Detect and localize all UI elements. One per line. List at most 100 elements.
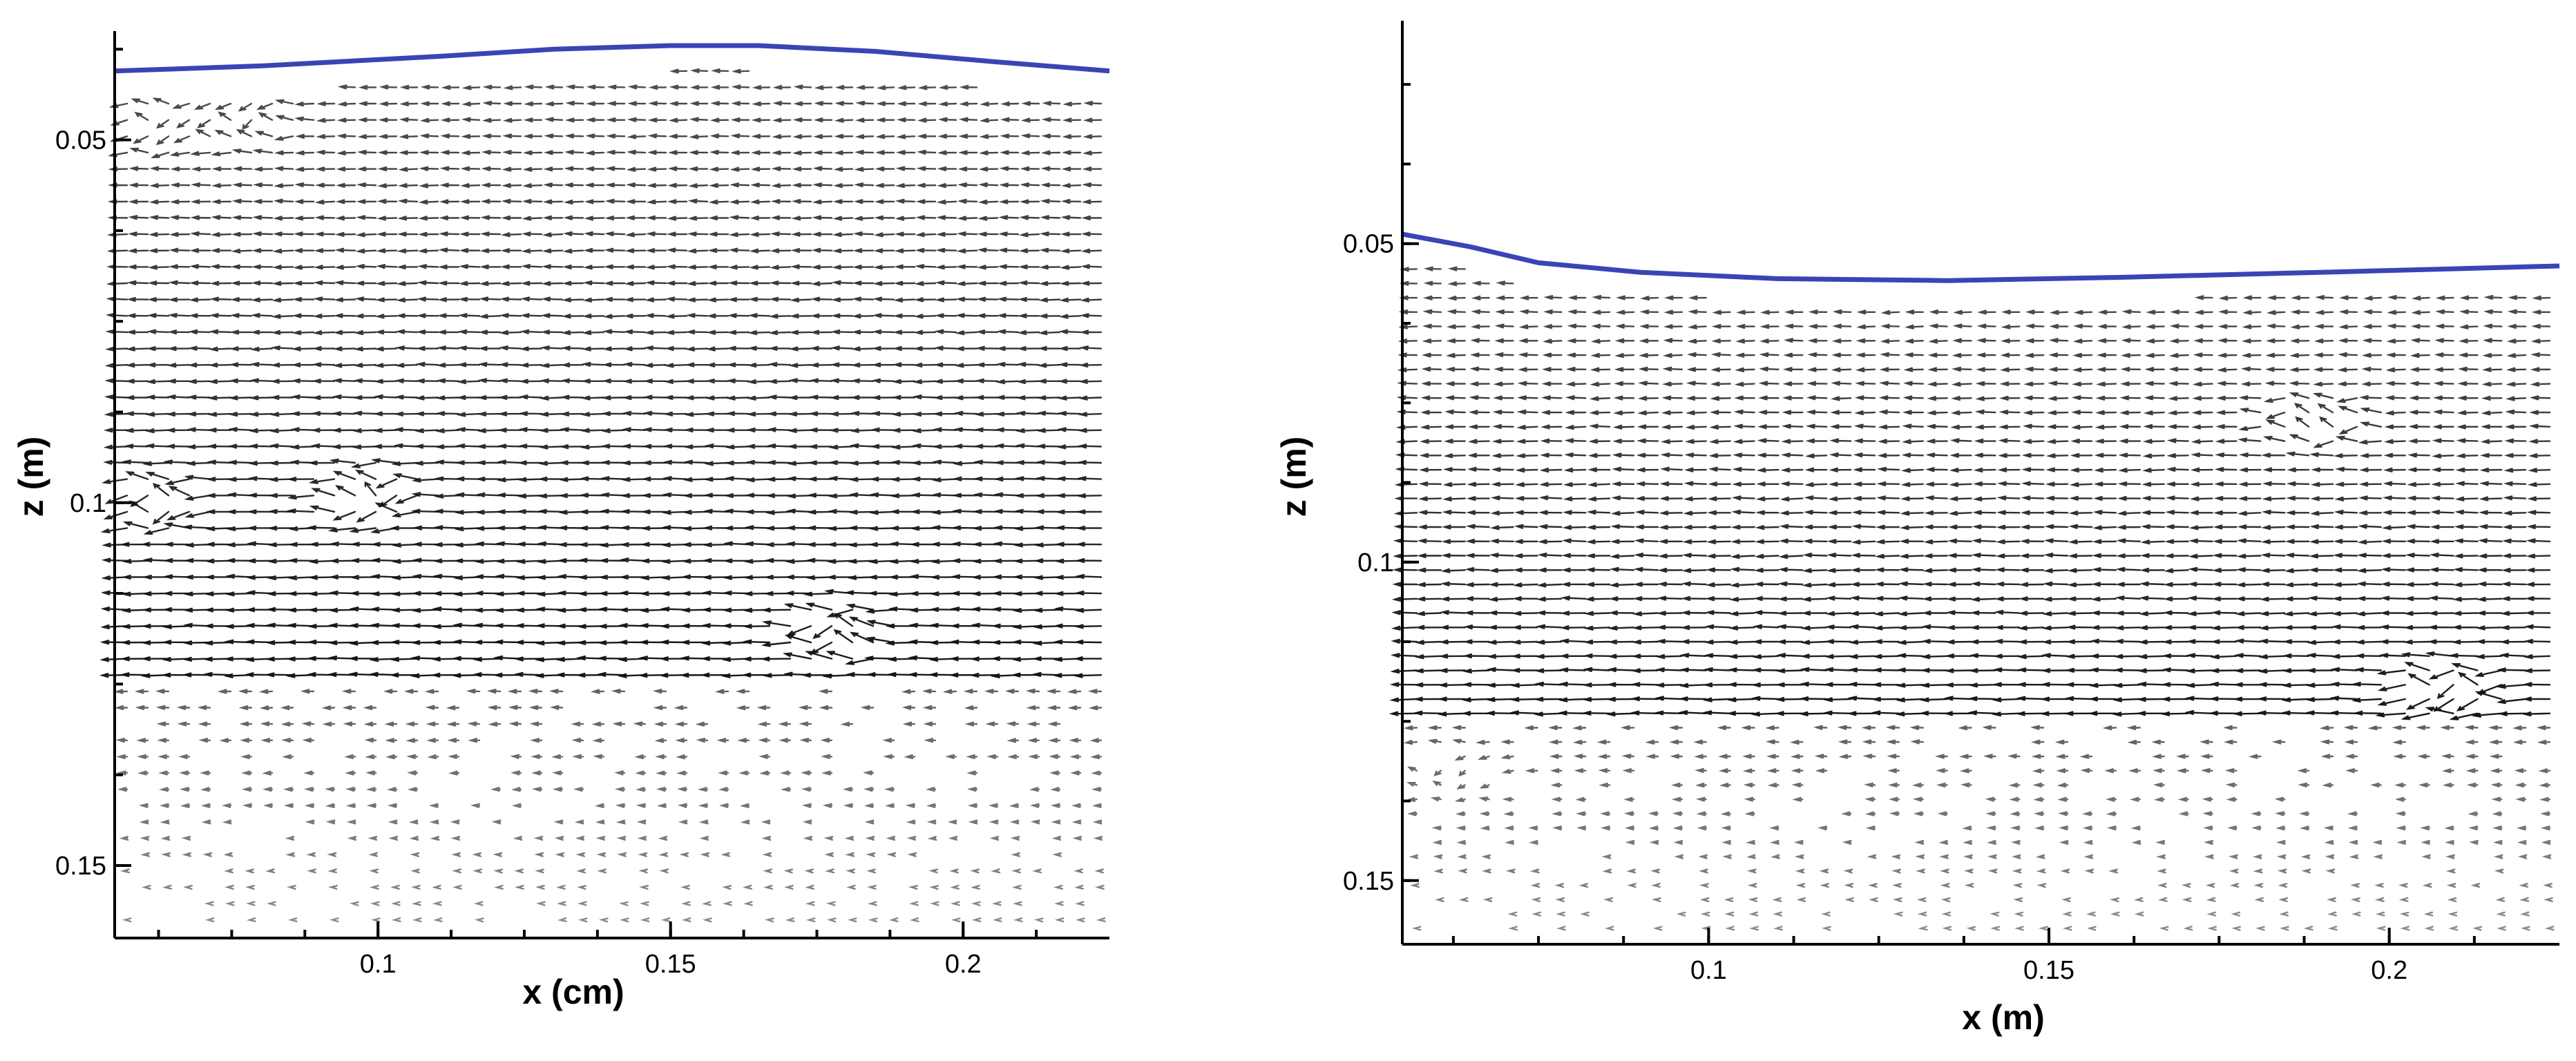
- velocity-vector: [349, 527, 377, 533]
- velocity-vector: [2488, 739, 2503, 745]
- velocity-vector: [2305, 697, 2334, 702]
- velocity-vector: [1654, 696, 1683, 701]
- velocity-vector: [191, 166, 211, 172]
- velocity-vector: [461, 117, 481, 122]
- velocity-vector: [334, 297, 356, 303]
- velocity-vector: [1967, 710, 1996, 716]
- velocity-vector: [2224, 768, 2238, 774]
- velocity-vector: [869, 477, 895, 482]
- velocity-vector: [1565, 395, 1587, 401]
- velocity-vector: [1590, 381, 1611, 387]
- velocity-vector: [2143, 410, 2165, 416]
- velocity-vector: [1564, 438, 1587, 443]
- velocity-vector: [1573, 754, 1587, 759]
- velocity-vector: [395, 345, 419, 351]
- velocity-vector: [1609, 582, 1635, 588]
- velocity-vector: [493, 884, 504, 890]
- velocity-vector: [725, 460, 750, 466]
- velocity-vector: [1464, 596, 1490, 602]
- velocity-vector: [1705, 596, 1731, 602]
- velocity-vector: [2142, 468, 2165, 473]
- velocity-vector: [524, 84, 543, 90]
- velocity-vector: [1056, 460, 1082, 466]
- velocity-vector: [1913, 811, 1924, 816]
- velocity-vector: [901, 689, 916, 694]
- velocity-vector: [1878, 439, 1900, 444]
- velocity-vector: [2282, 625, 2310, 631]
- velocity-vector: [2213, 495, 2238, 501]
- velocity-vector: [695, 721, 709, 727]
- velocity-vector: [912, 394, 937, 400]
- velocity-vector: [1856, 324, 1876, 329]
- velocity-vector: [986, 754, 999, 759]
- velocity-vector: [1079, 329, 1103, 335]
- velocity-vector: [187, 379, 211, 384]
- velocity-vector: [991, 901, 1002, 906]
- velocity-vector: [162, 591, 191, 596]
- velocity-vector: [2452, 624, 2479, 630]
- velocity-vector: [973, 459, 999, 465]
- velocity-vector: [2162, 639, 2189, 644]
- velocity-vector: [1562, 510, 1587, 515]
- velocity-vector: [646, 215, 667, 220]
- velocity-vector: [2490, 768, 2503, 774]
- velocity-vector: [2289, 434, 2310, 442]
- velocity-vector: [2275, 811, 2286, 816]
- velocity-vector: [1439, 624, 1466, 630]
- velocity-vector: [399, 101, 419, 106]
- velocity-vector: [2049, 323, 2069, 329]
- velocity-vector: [1091, 770, 1103, 776]
- velocity-vector: [1054, 575, 1082, 580]
- velocity-vector: [2214, 467, 2238, 472]
- velocity-vector: [1468, 424, 1490, 430]
- velocity-vector: [1823, 697, 1852, 702]
- velocity-vector: [1648, 811, 1659, 816]
- velocity-vector: [1748, 911, 1759, 917]
- velocity-vector: [252, 215, 274, 220]
- velocity-vector: [654, 738, 667, 743]
- velocity-vector: [354, 296, 377, 302]
- velocity-vector: [2407, 673, 2430, 686]
- velocity-vector: [2398, 883, 2408, 888]
- velocity-vector: [1942, 926, 1952, 931]
- velocity-vector: [2022, 439, 2045, 444]
- velocity-vector: [240, 738, 253, 743]
- velocity-vector: [1610, 524, 1635, 529]
- velocity-vector: [241, 787, 253, 792]
- velocity-vector: [191, 182, 211, 188]
- velocity-vector: [497, 411, 522, 417]
- velocity-vector: [1659, 510, 1683, 516]
- velocity-vector: [925, 787, 937, 792]
- velocity-vector: [876, 101, 895, 106]
- velocity-vector: [2011, 839, 2021, 845]
- velocity-vector: [394, 378, 419, 383]
- velocity-vector: [830, 345, 854, 351]
- velocity-vector: [1537, 567, 1563, 573]
- velocity-vector: [1974, 409, 1996, 414]
- velocity-vector: [2030, 725, 2045, 730]
- velocity-vector: [976, 280, 999, 286]
- velocity-vector: [293, 248, 315, 254]
- velocity-vector: [236, 128, 253, 137]
- velocity-vector: [1060, 248, 1082, 254]
- velocity-vector: [1540, 452, 1563, 458]
- velocity-vector: [2538, 768, 2551, 774]
- velocity-vector: [1871, 696, 1900, 702]
- velocity-vector: [1888, 782, 1900, 787]
- velocity-vector: [855, 85, 875, 90]
- velocity-vector: [1841, 811, 1852, 816]
- velocity-vector: [1947, 538, 1972, 544]
- velocity-vector: [573, 787, 584, 792]
- velocity-vector: [2354, 667, 2382, 673]
- velocity-vector: [161, 852, 171, 857]
- velocity-vector: [1534, 696, 1563, 702]
- velocity-vector: [2021, 481, 2045, 486]
- velocity-vector: [813, 117, 833, 123]
- velocity-vector: [1927, 410, 1948, 416]
- velocity-vector: [497, 443, 522, 449]
- velocity-vector: [874, 232, 895, 238]
- velocity-vector: [2506, 381, 2527, 387]
- velocity-vector: [1528, 825, 1538, 831]
- velocity-vector: [2153, 796, 2165, 802]
- velocity-vector: [1632, 611, 1659, 617]
